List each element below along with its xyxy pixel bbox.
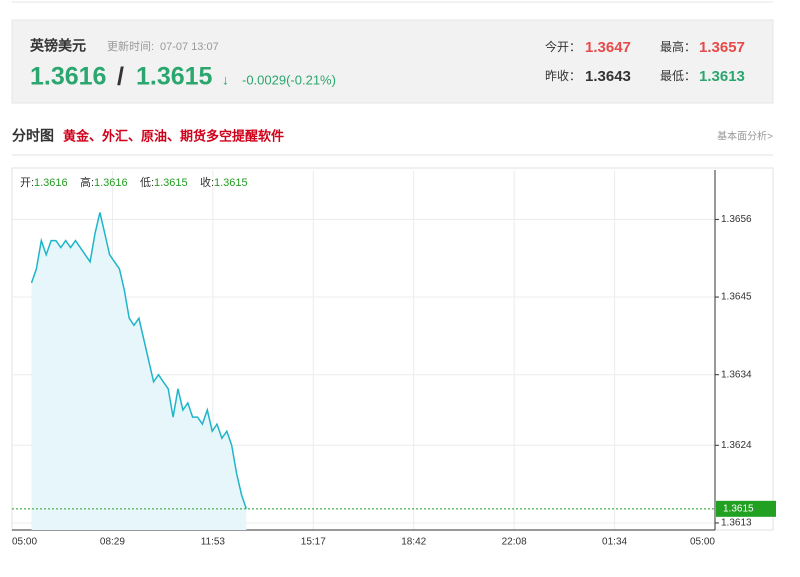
- section-title: 分时图: [12, 128, 54, 144]
- open-label: 今开：: [545, 39, 581, 54]
- ohlc-label: 低:: [140, 176, 154, 189]
- price-line: [30, 212, 248, 510]
- analysis-link[interactable]: 基本面分析>: [717, 130, 773, 143]
- y-tick-label: 1.3624: [721, 440, 752, 451]
- ohlc-label: 高:: [80, 175, 94, 189]
- y-tick-label: 1.3613: [721, 518, 752, 529]
- y-tick-label: 1.3656: [721, 214, 752, 225]
- quote-panel: [11, 19, 774, 104]
- ohlc-value: 1.3616: [34, 177, 68, 189]
- ohlc-label: 收:: [200, 175, 214, 189]
- x-tick-label: 18:42: [401, 537, 426, 548]
- last-price-label: 1.3615: [723, 503, 754, 514]
- ohlc-value: 1.3616: [94, 177, 128, 189]
- prev: 1.3643: [585, 68, 631, 85]
- ohlc-value: 1.3615: [214, 177, 248, 189]
- x-tick-label: 22:08: [502, 537, 527, 548]
- prev-label: 昨收：: [545, 69, 581, 83]
- y-tick-label: 1.3634: [721, 369, 752, 380]
- promo-link[interactable]: 黄金、外汇、原油、期货多空提醒软件: [63, 128, 284, 143]
- ohlc-label: 开:: [20, 177, 34, 189]
- update-label: 更新时间:: [107, 39, 154, 53]
- x-tick-label: 05:00: [12, 537, 37, 548]
- low: 1.3613: [699, 68, 745, 85]
- price-area: [31, 212, 247, 530]
- y-tick-label: 1.3645: [721, 292, 752, 303]
- separator: /: [117, 63, 124, 91]
- high: 1.3657: [699, 39, 745, 56]
- change: -0.0029(-0.21%): [242, 72, 336, 87]
- ask: 1.3615: [136, 63, 213, 91]
- x-tick-label: 01:34: [602, 537, 627, 548]
- x-tick-label: 05:00: [690, 537, 715, 548]
- bid: 1.3616: [30, 63, 106, 91]
- x-tick-label: 11:53: [201, 537, 226, 548]
- arrow: ↓: [222, 72, 229, 88]
- open: 1.3647: [585, 39, 631, 56]
- x-tick-label: 08:29: [100, 537, 125, 548]
- low-label: 最低：: [660, 69, 696, 83]
- ohlc-value: 1.3615: [154, 177, 188, 189]
- high-label: 最高：: [660, 39, 696, 54]
- pair-name: 英镑美元: [29, 38, 86, 54]
- last-price-box: [716, 500, 776, 517]
- x-tick-label: 15:17: [301, 537, 326, 548]
- update-time: 07-07 13:07: [160, 41, 219, 53]
